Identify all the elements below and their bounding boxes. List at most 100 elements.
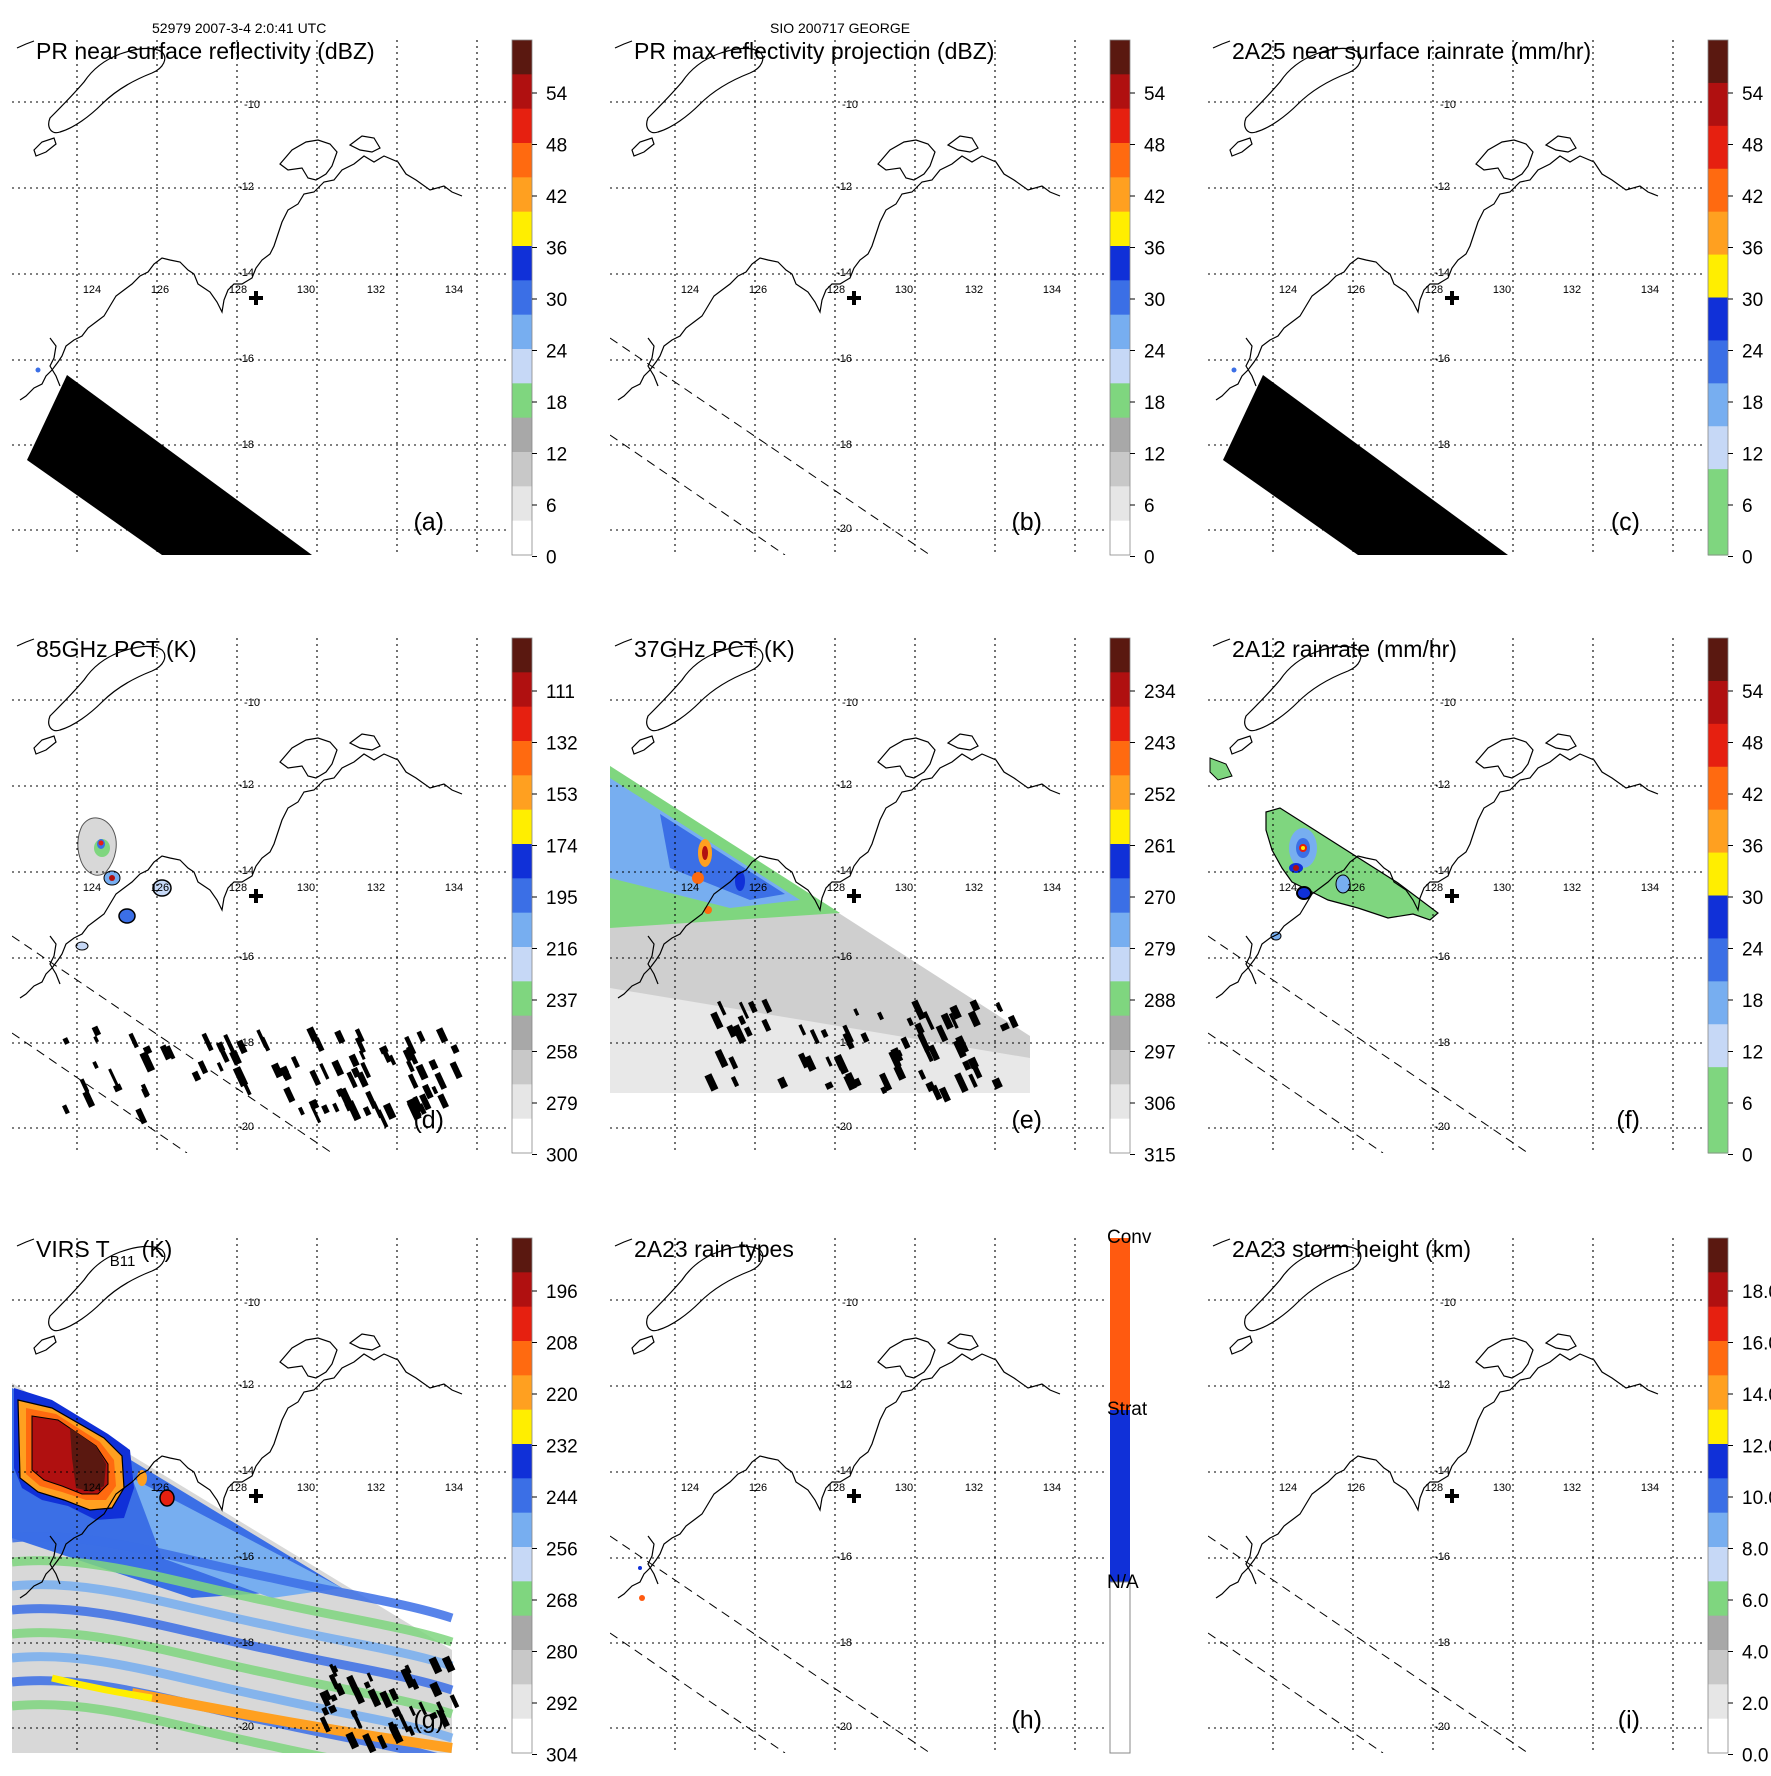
- storm-center-cross-icon: [249, 291, 263, 305]
- lon-label: 130: [1493, 284, 1511, 296]
- colorbar-tick-label: 18: [1742, 991, 1763, 1012]
- colorbar-tick-label: 174: [546, 837, 578, 858]
- lat-label: -12: [238, 1379, 254, 1391]
- colorbar-segment: [512, 1306, 532, 1342]
- colorbar-tick-label: 18.0: [1742, 1282, 1771, 1303]
- colorbar-tick-label: 16.0: [1742, 1334, 1771, 1355]
- panel-d: 124 126 128 130 132 134 -10 -12 -14 -16 -18 -20 85GH…: [12, 636, 578, 1167]
- colorbar-segment: [1708, 1547, 1728, 1582]
- colorbar-segment: [1110, 1015, 1130, 1051]
- lon-label: 128: [229, 882, 247, 894]
- colorbar-tick-label: 256: [546, 1540, 578, 1561]
- colorbar-segment: [1110, 74, 1130, 110]
- colorbar-tick-label: 0: [546, 548, 557, 569]
- lat-label: -10: [1440, 1297, 1456, 1309]
- lon-label: 130: [1493, 882, 1511, 894]
- colorbar-tick-label: 18: [546, 393, 567, 414]
- lon-label: 130: [895, 284, 913, 296]
- panel-letter: (a): [413, 508, 444, 536]
- colorbar-tick-label: 30: [1742, 290, 1763, 311]
- colorbar-segment: [1708, 1341, 1728, 1376]
- colorbar-segment: [1110, 706, 1130, 742]
- lon-label: 124: [1279, 882, 1297, 894]
- pr-swath-edges: [12, 935, 333, 1153]
- colorbar-tick-label: 220: [546, 1385, 578, 1406]
- rain-area: [1265, 807, 1439, 941]
- colorbar-segment: [512, 177, 532, 213]
- lon-label: 130: [297, 284, 315, 296]
- panel-title: 2A12 rainrate (mm/hr): [1232, 636, 1457, 662]
- panel-title: 2A23 rain types: [634, 1236, 794, 1262]
- lat-label: -14: [238, 267, 254, 279]
- colorbar-segment: [1708, 1272, 1728, 1308]
- graticule-labels: 124 126 128 130 132 134 -10 -12 -14 -16 -18 -20: [83, 99, 463, 535]
- conv-segment: [1110, 1238, 1130, 1410]
- colorbar-segment: [1110, 672, 1130, 708]
- lon-label: 124: [83, 882, 101, 894]
- colorbar-segment: [1708, 512, 1728, 556]
- colorbar-tick-label: 306: [1144, 1094, 1176, 1115]
- lon-label: 126: [1347, 1482, 1365, 1494]
- colorbar-segment: [1708, 1110, 1728, 1154]
- colorbar-tick-label: 36: [1742, 837, 1763, 858]
- lon-label: 126: [749, 284, 767, 296]
- colorbar-segment: [1708, 297, 1728, 342]
- map-area: 124 126 128 130 132 134 -10 -12 -14 -16 -18 -20: [12, 1238, 507, 1753]
- colorbar-ticks: 196 208 220 232 244 256 268 280 292 304: [532, 1282, 578, 1767]
- graticule-labels: 124 126 128 130 132 134 -10 -12 -14 -16 -18 -20: [1279, 697, 1659, 1133]
- colorbar-tick-label: 111: [546, 682, 575, 703]
- storm-center-cross-icon: [249, 1489, 263, 1503]
- colorbar-tick-label: 153: [546, 785, 578, 806]
- colorbar-segment: [1708, 981, 1728, 1025]
- lat-label: -14: [1434, 865, 1450, 877]
- lon-label: 124: [681, 284, 699, 296]
- lon-label: 128: [827, 284, 845, 296]
- lat-label: -12: [836, 181, 852, 193]
- panel-letter: (d): [413, 1106, 444, 1134]
- storm-center-cross-icon: [249, 889, 263, 903]
- colorbar-segment: [1110, 1084, 1130, 1120]
- lon-label: 130: [895, 1482, 913, 1494]
- lat-label: -12: [238, 181, 254, 193]
- colorbar-segment: [1708, 895, 1728, 940]
- colorbar-segment: [512, 1375, 532, 1411]
- coastline: [614, 638, 1061, 999]
- colorbar-segment: [512, 280, 532, 316]
- convective-cells: [75, 817, 172, 951]
- storm-name-label: SIO 200717 GEORGE: [770, 20, 910, 36]
- lat-label: -18: [836, 1637, 852, 1649]
- colorbar-segment: [1708, 1581, 1728, 1617]
- colorbar-tick-label: 0: [1144, 548, 1155, 569]
- lat-label: -16: [836, 1551, 852, 1563]
- panel-title: 2A23 storm height (km): [1232, 1236, 1471, 1262]
- colorbar: 54 48 42 36 30 24 18 12 6 0: [511, 39, 568, 569]
- panel-title: 2A25 near surface rainrate (mm/hr): [1232, 38, 1591, 64]
- graticule-labels: 124 126 128 130 132 134 -10 -12 -14 -16 -18 -20: [1279, 1297, 1659, 1733]
- colorbar-segment: [512, 1581, 532, 1617]
- colorbar-segment: [1708, 680, 1728, 725]
- colorbar-tick-label: 196: [546, 1282, 578, 1303]
- colorbar-segment: [1708, 383, 1728, 427]
- colorbar-segment: [512, 383, 532, 419]
- lat-label: -16: [1434, 1551, 1450, 1563]
- colorbar-tick-label: 54: [1742, 84, 1764, 105]
- colorbar-segment: [1110, 417, 1130, 453]
- lon-label: 130: [297, 1482, 315, 1494]
- colorbar-tick-label: 300: [546, 1146, 578, 1167]
- colorbar-tick-label: 208: [546, 1334, 578, 1355]
- colorbar-segment: [1110, 349, 1130, 384]
- colorbar-tick-label: 12: [1742, 1043, 1763, 1064]
- colorbar-tick-label: 6: [546, 496, 557, 517]
- storm-center-cross-icon: [847, 291, 861, 305]
- colorbar-tick-label: 30: [1742, 888, 1763, 909]
- lat-label: -16: [238, 1551, 254, 1563]
- storm-center-cross-icon: [1445, 1489, 1459, 1503]
- colorbar-tick-label: 6.0: [1742, 1591, 1768, 1612]
- lon-label: 134: [1641, 284, 1659, 296]
- colorbar-tick-label: 4.0: [1742, 1643, 1768, 1664]
- colorbar-tick-label: 18: [1742, 393, 1763, 414]
- lon-label: 132: [367, 1482, 385, 1494]
- category-label: Conv: [1107, 1227, 1152, 1248]
